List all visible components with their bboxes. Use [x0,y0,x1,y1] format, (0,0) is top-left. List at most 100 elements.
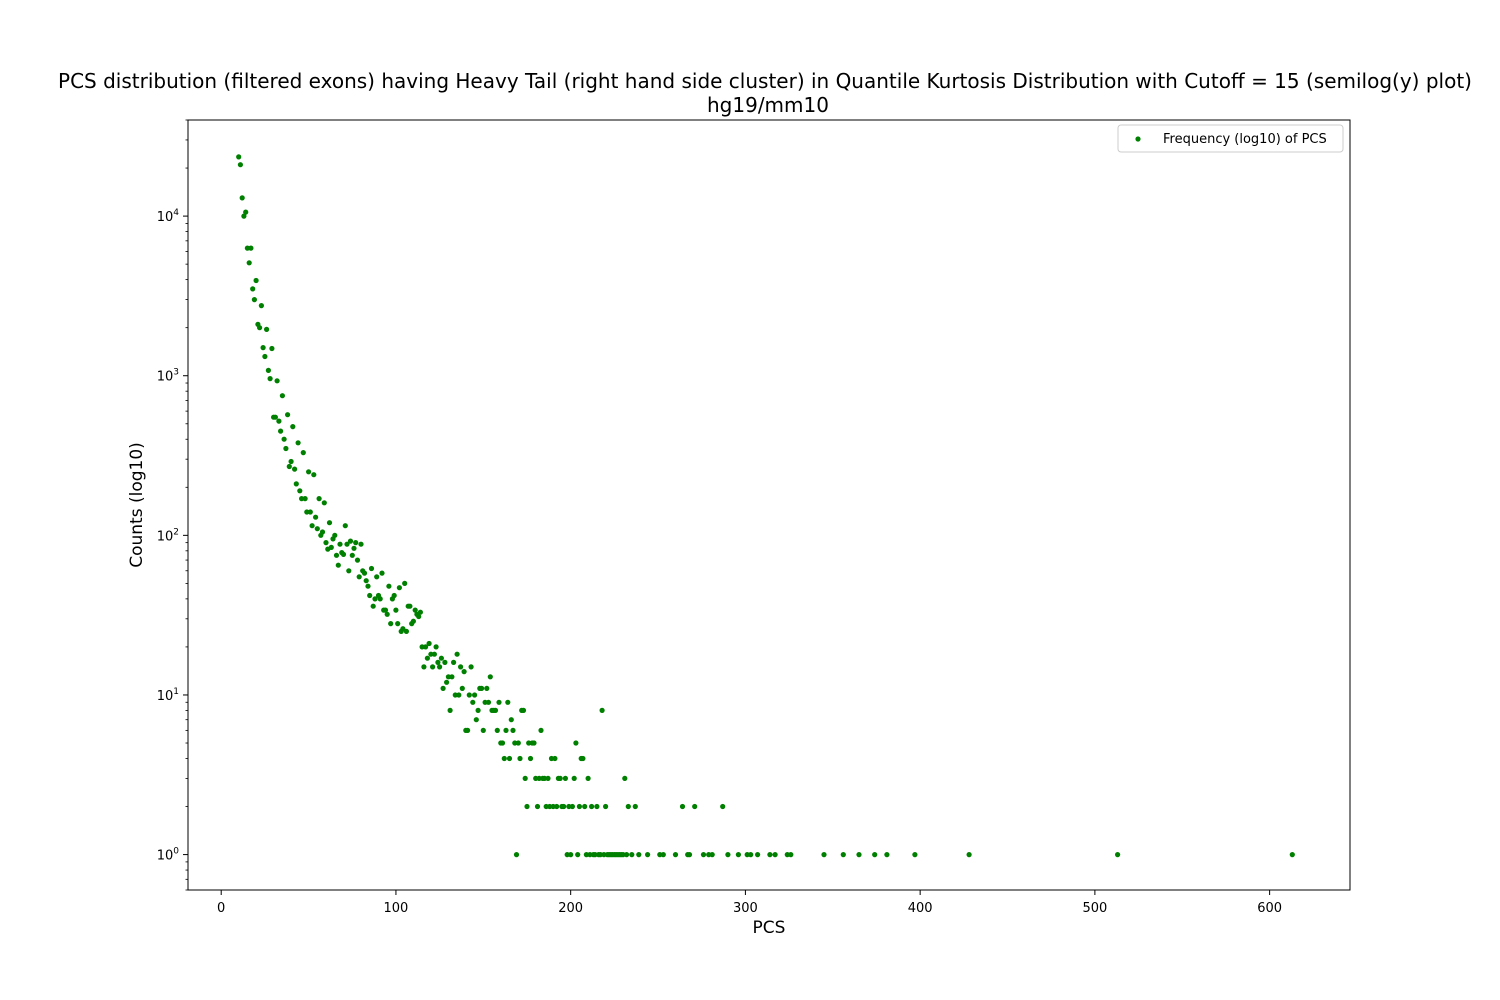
data-point [580,755,586,762]
data-point [314,526,320,532]
data-point [524,803,530,810]
data-point [300,450,306,456]
y-tick-label: 102 [157,527,179,544]
data-point [660,852,666,858]
data-point [402,580,408,587]
data-point [582,803,588,810]
data-point [391,592,397,599]
data-point [396,585,402,591]
x-tick-label: 600 [1257,901,1282,916]
data-point [265,367,271,373]
data-point [636,852,642,858]
data-point [624,852,630,858]
data-point [384,611,390,617]
data-point [319,529,326,535]
data-point [288,458,294,465]
data-point [447,707,453,714]
data-point [468,664,474,670]
data-point [527,755,534,762]
data-point [431,651,437,657]
y-tick-label: 103 [157,368,179,385]
data-point [599,707,605,714]
data-point [575,852,581,858]
data-point [426,640,432,647]
data-point [281,436,287,442]
data-point [368,565,375,572]
data-point [522,775,528,782]
data-point [354,557,361,563]
data-point [258,303,264,309]
data-point [316,496,322,502]
data-point [353,540,359,546]
data-point [454,651,460,657]
data-point [246,260,252,266]
data-point [508,717,514,723]
data-point [573,740,579,746]
data-point [412,607,418,613]
data-point [440,685,446,692]
data-point [840,852,846,858]
legend-box [1117,124,1344,153]
data-point [562,775,569,782]
data-point [311,472,317,478]
data-point [872,852,878,858]
data-point [417,609,423,615]
data-point [545,775,551,782]
data-point [306,469,312,475]
data-point [686,852,693,858]
data-point [458,664,464,670]
data-point [400,626,406,632]
data-point [323,540,329,546]
data-point [534,803,541,810]
data-point [267,376,273,382]
data-point [279,393,285,399]
data-point [494,727,500,734]
data-point [513,852,520,858]
data-point [475,707,481,714]
data-point [251,297,257,303]
data-point [856,852,862,858]
data-point [531,740,537,746]
data-point [552,755,558,762]
data-point [632,803,638,810]
data-point [347,538,354,544]
data-point [372,596,378,602]
data-point [340,551,347,558]
data-point [424,655,430,661]
data-point [423,644,429,650]
data-point [517,755,523,762]
data-point [470,699,476,705]
data-point [966,852,972,858]
data-point [444,679,450,685]
data-point [767,852,773,858]
data-point [257,325,263,331]
data-point [505,699,511,705]
data-point [292,466,298,472]
data-point [253,277,259,284]
data-point [700,852,707,858]
y-tick-label: 101 [157,687,179,704]
data-point [568,852,574,858]
data-point [496,699,502,705]
data-point [328,544,334,551]
data-point [365,583,371,589]
data-point [538,727,544,734]
data-point [485,699,492,705]
data-point [585,775,591,782]
data-point [307,509,313,515]
data-point [672,852,679,858]
data-point [479,685,485,692]
data-point [456,692,462,698]
data-point [388,621,394,627]
data-point [554,803,560,810]
data-point [297,488,303,494]
data-point [720,803,726,810]
data-point [569,803,576,810]
y-axis-label: Counts (log10) [127,442,147,568]
data-point [377,596,383,602]
data-point [416,613,422,620]
legend-label: Frequency (log10) of PCS [1163,132,1327,147]
data-point [461,669,467,675]
data-point [501,755,507,762]
